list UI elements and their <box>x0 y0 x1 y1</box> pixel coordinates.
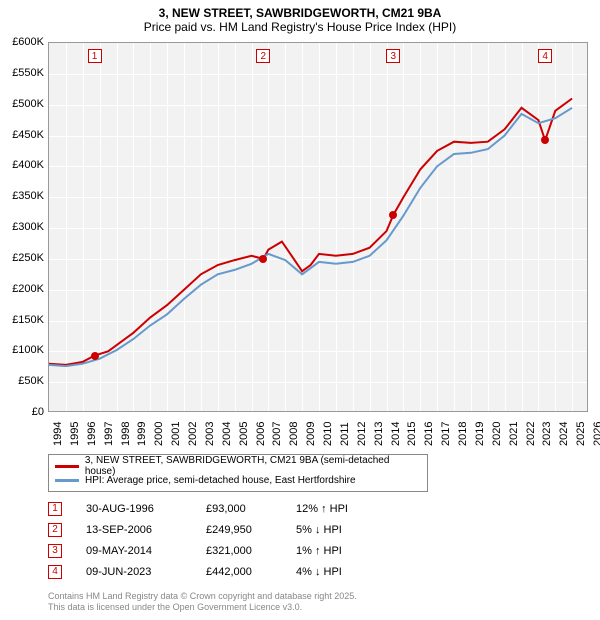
x-tick-label: 2009 <box>305 422 317 446</box>
x-tick-label: 2016 <box>423 422 435 446</box>
x-axis: 1994 1995 1996 1997 1998 1999 2000 2001 2002 2003… <box>48 412 588 452</box>
y-tick-label: £100K <box>12 344 44 356</box>
marker-table-price: £249,950 <box>206 524 296 536</box>
title-line2: Price paid vs. HM Land Registry's House … <box>0 20 600 34</box>
marker-dot-1 <box>91 352 99 360</box>
y-tick-label: £400K <box>12 159 44 171</box>
footer-line1: Contains HM Land Registry data © Crown c… <box>48 591 357 603</box>
chart-lines <box>49 43 589 413</box>
title-line1: 3, NEW STREET, SAWBRIDGEWORTH, CM21 9BA <box>0 6 600 20</box>
x-tick-label: 2003 <box>204 422 216 446</box>
marker-table-num: 2 <box>48 523 62 537</box>
y-tick-label: £550K <box>12 67 44 79</box>
footer-line2: This data is licensed under the Open Gov… <box>48 602 357 614</box>
y-tick-label: £350K <box>12 190 44 202</box>
x-tick-label: 1995 <box>69 422 81 446</box>
x-tick-label: 2001 <box>170 422 182 446</box>
marker-table-num: 1 <box>48 502 62 516</box>
x-tick-label: 1996 <box>86 422 98 446</box>
x-tick-label: 2007 <box>271 422 283 446</box>
series-price_paid <box>49 99 572 365</box>
x-tick-label: 2021 <box>508 422 520 446</box>
y-tick-label: £0 <box>32 406 44 418</box>
x-tick-label: 2012 <box>356 422 368 446</box>
legend-item: 3, NEW STREET, SAWBRIDGEWORTH, CM21 9BA … <box>55 459 421 473</box>
chart-plot-area: 1 2 3 4 <box>48 42 588 412</box>
marker-table-price: £93,000 <box>206 503 296 515</box>
marker-table-date: 09-MAY-2014 <box>86 545 206 557</box>
y-tick-label: £200K <box>12 283 44 295</box>
x-tick-label: 2017 <box>440 422 452 446</box>
x-tick-label: 2006 <box>255 422 267 446</box>
x-tick-label: 2013 <box>373 422 385 446</box>
y-tick-label: £600K <box>12 36 44 48</box>
marker-table: 1 30-AUG-1996£93,00012% ↑ HPI 2 13-SEP-2006… <box>48 498 386 582</box>
x-tick-label: 2023 <box>541 422 553 446</box>
y-tick-label: £250K <box>12 252 44 264</box>
chart-title: 3, NEW STREET, SAWBRIDGEWORTH, CM21 9BA … <box>0 0 600 36</box>
y-tick-label: £500K <box>12 98 44 110</box>
x-tick-label: 2024 <box>558 422 570 446</box>
x-tick-label: 2026 <box>592 422 600 446</box>
x-tick-label: 1998 <box>120 422 132 446</box>
marker-table-diff: 4% ↓ HPI <box>296 566 386 578</box>
x-tick-label: 2011 <box>339 422 351 446</box>
marker-dot-3 <box>389 211 397 219</box>
x-tick-label: 1999 <box>136 422 148 446</box>
marker-table-price: £321,000 <box>206 545 296 557</box>
y-tick-label: £300K <box>12 221 44 233</box>
x-tick-label: 1997 <box>103 422 115 446</box>
marker-table-date: 09-JUN-2023 <box>86 566 206 578</box>
marker-table-date: 30-AUG-1996 <box>86 503 206 515</box>
x-tick-label: 2022 <box>525 422 537 446</box>
x-tick-label: 2005 <box>238 422 250 446</box>
x-tick-label: 2010 <box>322 422 334 446</box>
x-tick-label: 2002 <box>187 422 199 446</box>
marker-table-num: 3 <box>48 544 62 558</box>
marker-table-row: 3 09-MAY-2014£321,0001% ↑ HPI <box>48 540 386 561</box>
marker-table-price: £442,000 <box>206 566 296 578</box>
marker-dot-2 <box>259 255 267 263</box>
legend-swatch <box>55 465 79 468</box>
marker-flag-3: 3 <box>386 49 400 63</box>
x-tick-label: 2014 <box>390 422 402 446</box>
x-tick-label: 2015 <box>406 422 418 446</box>
series-hpi <box>49 108 572 366</box>
marker-table-date: 13-SEP-2006 <box>86 524 206 536</box>
x-tick-label: 2018 <box>457 422 469 446</box>
marker-table-row: 4 09-JUN-2023£442,0004% ↓ HPI <box>48 561 386 582</box>
marker-dot-4 <box>541 136 549 144</box>
marker-table-diff: 1% ↑ HPI <box>296 545 386 557</box>
marker-table-row: 1 30-AUG-1996£93,00012% ↑ HPI <box>48 498 386 519</box>
x-tick-label: 2004 <box>221 422 233 446</box>
y-tick-label: £150K <box>12 314 44 326</box>
marker-flag-2: 2 <box>256 49 270 63</box>
legend-label: HPI: Average price, semi-detached house,… <box>85 475 356 486</box>
marker-table-diff: 5% ↓ HPI <box>296 524 386 536</box>
x-tick-label: 2008 <box>288 422 300 446</box>
marker-flag-1: 1 <box>88 49 102 63</box>
x-tick-label: 2019 <box>474 422 486 446</box>
y-axis: £0£50K£100K£150K£200K£250K£300K£350K£400… <box>0 42 48 412</box>
footer-attribution: Contains HM Land Registry data © Crown c… <box>48 591 357 614</box>
marker-flag-4: 4 <box>538 49 552 63</box>
x-tick-label: 2025 <box>575 422 587 446</box>
marker-table-row: 2 13-SEP-2006£249,9505% ↓ HPI <box>48 519 386 540</box>
x-tick-label: 2000 <box>153 422 165 446</box>
y-tick-label: £50K <box>18 375 44 387</box>
x-tick-label: 2020 <box>491 422 503 446</box>
y-tick-label: £450K <box>12 129 44 141</box>
legend: 3, NEW STREET, SAWBRIDGEWORTH, CM21 9BA … <box>48 454 428 492</box>
marker-table-diff: 12% ↑ HPI <box>296 503 386 515</box>
marker-table-num: 4 <box>48 565 62 579</box>
legend-swatch <box>55 479 79 482</box>
x-tick-label: 1994 <box>52 422 64 446</box>
